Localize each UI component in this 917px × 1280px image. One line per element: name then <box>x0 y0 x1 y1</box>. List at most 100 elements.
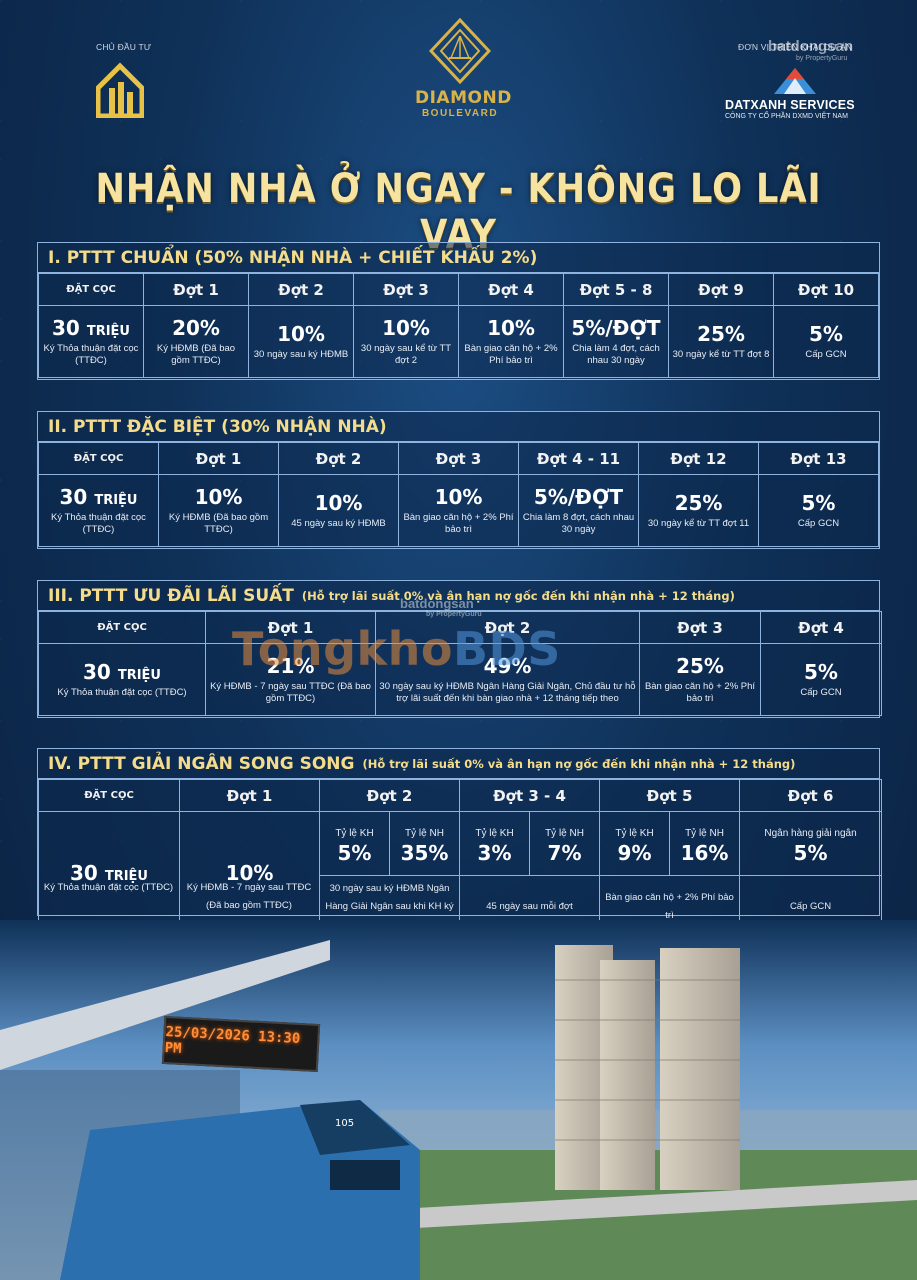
installment-desc: 30 ngày kể từ TT đợt 11 <box>647 518 750 530</box>
installment-desc: Chia làm 8 đợt, cách nhau 30 ngày <box>522 512 635 535</box>
watermark-center: batdongsan by PropertyGuru <box>400 596 482 618</box>
datxanh-logo-icon <box>774 68 816 94</box>
bank-label: Ngân hàng giải ngân <box>764 827 857 839</box>
section-standard-plan: I. PTTT CHUẨN (50% NHẬN NHÀ + CHIẾT KHẤU… <box>37 242 880 380</box>
deposit-amount: 30 <box>70 861 98 885</box>
deposit-amount: 30 <box>83 660 111 685</box>
payment-table: ĐẶT CỌC Đợt 1 Đợt 2 Đợt 3 Đợt 4 - 11 Đợt… <box>38 442 879 547</box>
header-cell: Đợt 4 <box>458 273 564 306</box>
section-title-text: IV. PTTT GIẢI NGÂN SONG SONG <box>48 753 355 774</box>
deposit-unit: TRIỆU <box>94 493 138 509</box>
departure-sign-text: 25/03/2026 13:30 PM <box>164 1024 301 1057</box>
table-row: 30 TRIỆU 10% Tỷ lệ KH 5% Tỷ lệ NH 35% Tỷ l… <box>38 811 883 935</box>
project-logo: DIAMOND BOULEVARD <box>415 18 511 138</box>
installment-value: 5% <box>809 322 843 347</box>
section-special-plan: II. PTTT ĐẶC BIỆT (30% NHẬN NHÀ) ĐẶT CỌC… <box>37 411 880 549</box>
ratio-label: Tỷ lệ KH <box>475 827 514 839</box>
installment-value: 5%/ĐỢT <box>571 316 661 341</box>
installment-desc: 30 ngày sau ký HĐMB <box>253 349 349 361</box>
header-cell: Đợt 5 - 8 <box>563 273 669 306</box>
ratio-cell: Tỷ lệ KH 9% <box>599 811 671 876</box>
installment-desc: Cấp GCN <box>800 687 842 699</box>
ratio-value: 7% <box>547 840 582 865</box>
installment-desc: Bàn giao căn hộ + 2% Phí bảo trì <box>605 892 734 921</box>
installment-cell: 5% Cấp GCN <box>760 643 882 716</box>
deposit-desc: Ký Thỏa thuận đặt cọc (TTĐC) <box>51 512 146 535</box>
installment-cell: 10% 30 ngày sau kể từ TT đợt 2 <box>353 305 459 378</box>
section-title: IV. PTTT GIẢI NGÂN SONG SONG (Hỗ trợ lãi… <box>38 749 879 779</box>
brand-sub: BOULEVARD <box>421 108 499 119</box>
installment-cell: 25% 30 ngày kể từ TT đợt 8 <box>668 305 774 378</box>
installment-cell: 10% Bàn giao căn hộ + 2% Phí bảo trì <box>398 474 519 547</box>
header-cell: Đợt 3 <box>353 273 459 306</box>
table-header-row: ĐẶT CỌC Đợt 1 Đợt 2 Đợt 3 Đợt 4 Đợt 5 - … <box>38 273 879 306</box>
watermark-center-text: batdongsan <box>400 596 474 611</box>
deposit-amount: 30 <box>52 316 80 341</box>
ratio-cell: Tỷ lệ NH 35% <box>388 811 461 876</box>
ratio-label: Tỷ lệ KH <box>615 827 654 839</box>
installment-cell: 5% Cấp GCN <box>773 305 879 378</box>
installment-desc: Cấp GCN <box>797 518 840 530</box>
installment-desc: Ký HĐMB - 7 ngày sau TTĐC (Đã bao gồm TT… <box>210 681 371 704</box>
installment-desc: 30 ngày sau kể từ TT đợt 2 <box>360 343 452 366</box>
header-cell: Đợt 13 <box>758 442 879 475</box>
ratio-label: Tỷ lệ NH <box>405 827 444 839</box>
watermark-top-sub: by PropertyGuru <box>796 55 848 62</box>
diamond-icon <box>429 18 491 84</box>
installment-cell: 5% Cấp GCN <box>758 474 879 547</box>
deposit-unit: TRIỆU <box>117 668 161 684</box>
header-cell: Đợt 5 <box>599 779 741 812</box>
installment-value: 10% <box>277 322 325 347</box>
developer-name: DATXANH SERVICES <box>725 98 855 112</box>
header-cell: Đợt 3 - 4 <box>459 779 601 812</box>
ratio-value: 35% <box>400 840 449 865</box>
installment-cell: 49% 30 ngày sau ký HĐMB Ngân Hàng Giải Ng… <box>375 643 640 716</box>
installment-cell: 10% Bàn giao căn hộ + 2% Phí bảo trì <box>458 305 564 378</box>
train-number: 105 <box>335 1118 354 1129</box>
payment-table: ĐẶT CỌC Đợt 1 Đợt 2 Đợt 3 - 4 Đợt 5 Đợt … <box>38 779 883 935</box>
ratio-label: Tỷ lệ NH <box>685 827 724 839</box>
header-cell: Đợt 1 <box>158 442 279 475</box>
installment-cell: 10% 30 ngày sau ký HĐMB <box>248 305 354 378</box>
installment-value: 5% <box>801 491 836 516</box>
ratio-value: 9% <box>617 840 652 865</box>
installment-cell: 20% Ký HĐMB (Đã bao gồm TTĐC) <box>143 305 249 378</box>
watermark-top-text: batdongsan <box>768 38 853 55</box>
installment-cell: 10% <box>179 811 320 935</box>
installment-desc: 45 ngày sau ký HĐMB <box>291 518 386 530</box>
headline: NHẬN NHÀ Ở NGAY - KHÔNG LO LÃI VAY <box>95 166 822 258</box>
ratio-cell: Tỷ lệ KH 5% <box>319 811 390 876</box>
developer-label: ĐƠN VỊ TRIỂN KHAI DỰ ÁN <box>738 42 853 52</box>
header-cell: Đợt 1 <box>179 779 320 812</box>
header-cell: Đợt 1 <box>205 611 376 644</box>
ratio-value: 3% <box>477 840 512 865</box>
installment-value: 25% <box>676 654 724 679</box>
installment-desc: 30 ngày kể từ TT đợt 8 <box>672 349 770 361</box>
table-header-row: ĐẶT CỌC Đợt 1 Đợt 2 Đợt 3 - 4 Đợt 5 Đợt … <box>38 779 883 812</box>
deposit-cell: 30 TRIỆU Ký Thỏa thuận đặt cọc (TTĐC) <box>38 643 206 716</box>
installment-cell: 25% 30 ngày kể từ TT đợt 11 <box>638 474 759 547</box>
installment-desc: Ký HĐMB (Đã bao gồm TTĐC) <box>156 343 236 366</box>
deposit-desc: Ký Thỏa thuận đặt cọc (TTĐC) <box>57 687 187 699</box>
installment-desc: 30 ngày sau ký HĐMB Ngân Hàng Giải Ngân,… <box>379 681 636 704</box>
deposit-cell: 30 TRIỆU Ký Thỏa thuận đặt cọc (TTĐC) <box>38 474 159 547</box>
installment-cell: 25% Bàn giao căn hộ + 2% Phí bảo trì <box>639 643 761 716</box>
installment-value: 20% <box>172 316 220 341</box>
installment-cell: 5%/ĐỢT Chia làm 8 đợt, cách nhau 30 ngày <box>518 474 639 547</box>
header-cell: Đợt 2 <box>248 273 354 306</box>
ratio-value: 5% <box>337 840 372 865</box>
header-cell: Đợt 3 <box>639 611 761 644</box>
header-cell: Đợt 4 - 11 <box>518 442 639 475</box>
section-note: (Hỗ trợ lãi suất 0% và ân hạn nợ gốc đến… <box>362 756 796 771</box>
investor-label: CHỦ ĐẦU TƯ <box>96 42 152 52</box>
table-row: 30 TRIỆU Ký Thỏa thuận đặt cọc (TTĐC) 20… <box>38 305 879 378</box>
section-interest-plan: III. PTTT ƯU ĐÃI LÃI SUẤT (Hỗ trợ lãi su… <box>37 580 882 718</box>
header-cell: ĐẶT CỌC <box>38 779 180 812</box>
ratio-value: 5% <box>793 840 828 865</box>
watermark-center-sub: by PropertyGuru <box>426 611 482 618</box>
deposit-desc-box: Ký Thỏa thuận đặt cọc (TTĐC) <box>38 877 179 895</box>
deposit-cell: 30 TRIỆU <box>38 811 180 935</box>
ratio-label: Tỷ lệ NH <box>545 827 584 839</box>
payment-table: ĐẶT CỌC Đợt 1 Đợt 2 Đợt 3 Đợt 4 30 TRIỆU… <box>38 611 882 716</box>
